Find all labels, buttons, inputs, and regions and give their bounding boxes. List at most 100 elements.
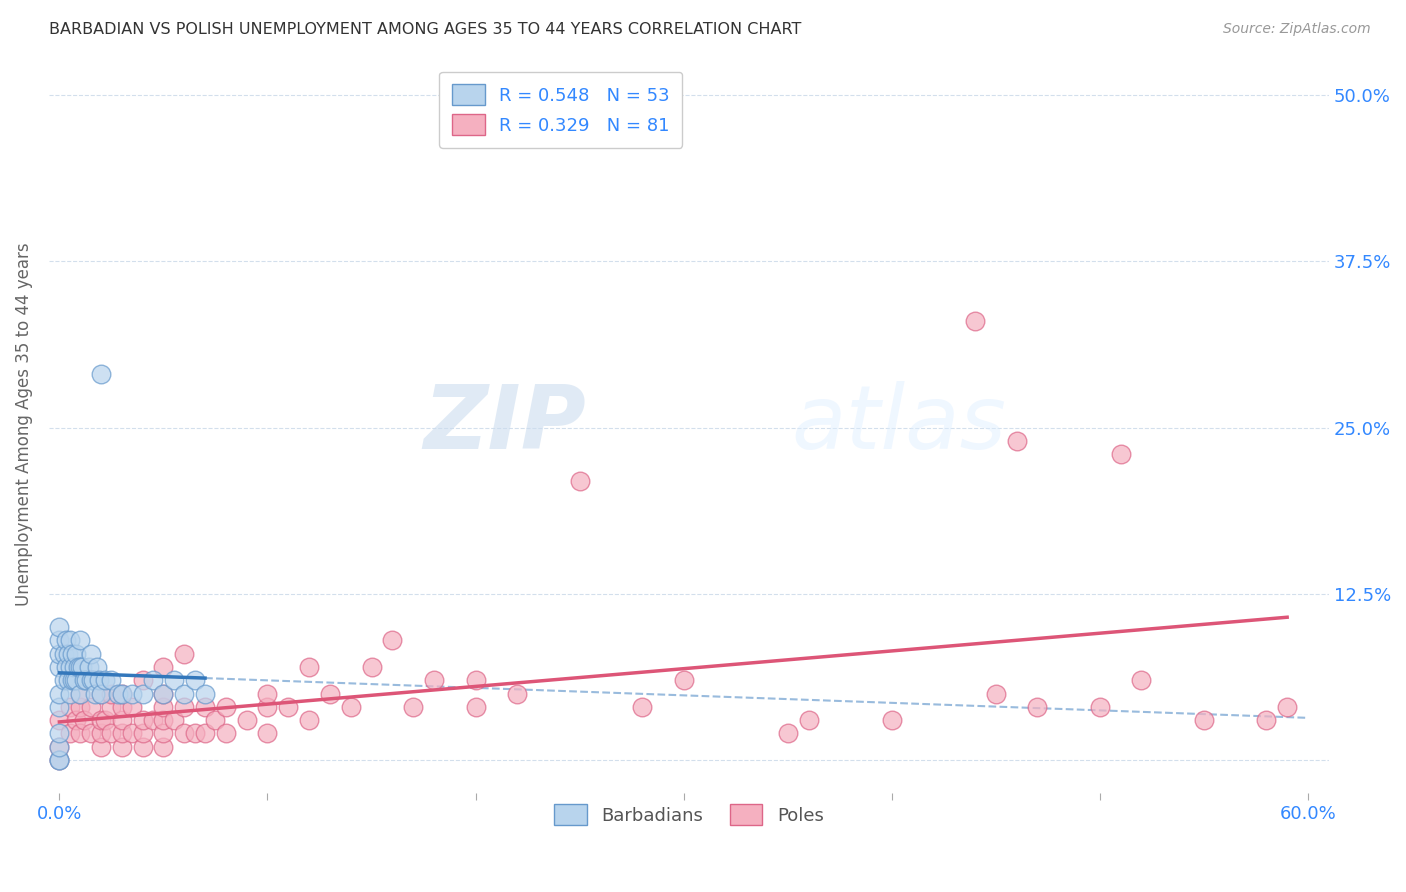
Text: BARBADIAN VS POLISH UNEMPLOYMENT AMONG AGES 35 TO 44 YEARS CORRELATION CHART: BARBADIAN VS POLISH UNEMPLOYMENT AMONG A… [49,22,801,37]
Point [48,687,70,701]
Point [963,314,986,328]
Point [1130,673,1153,688]
Point [60,673,83,688]
Point [1088,699,1111,714]
Point [79,647,101,661]
Point [55,660,77,674]
Point [173,699,195,714]
Point [215,726,238,740]
Point [90,687,112,701]
Point [63,660,86,674]
Point [79,726,101,740]
Point [131,739,153,754]
Point [82,673,104,688]
Point [984,687,1007,701]
Point [100,726,122,740]
Point [215,699,238,714]
Point [194,699,217,714]
Point [65,713,87,727]
Point [69,726,91,740]
Point [60,647,83,661]
Point [48,726,70,740]
Point [152,699,174,714]
Point [631,699,654,714]
Point [69,687,91,701]
Point [1109,447,1132,461]
Point [880,713,903,727]
Point [256,726,278,740]
Point [79,699,101,714]
Point [163,673,186,688]
Point [1026,699,1049,714]
Point [319,687,342,701]
Text: atlas: atlas [792,381,1007,467]
Point [52,647,75,661]
Point [94,673,117,688]
Point [131,673,153,688]
Point [1275,699,1298,714]
Point [90,368,112,382]
Point [277,699,299,714]
Point [776,726,799,740]
Point [402,699,425,714]
Point [107,687,129,701]
Point [48,753,70,767]
Y-axis label: Unemployment Among Ages 35 to 44 years: Unemployment Among Ages 35 to 44 years [15,243,32,606]
Point [63,673,86,688]
Point [173,726,195,740]
Point [48,713,70,727]
Legend: Barbadians, Poles: Barbadians, Poles [543,794,835,836]
Point [256,699,278,714]
Point [173,647,195,661]
Point [152,726,174,740]
Point [100,673,122,688]
Point [65,647,87,661]
Point [142,713,165,727]
Point [69,660,91,674]
Point [48,647,70,661]
Point [59,687,82,701]
Point [339,699,361,714]
Point [131,713,153,727]
Point [48,753,70,767]
Point [194,687,217,701]
Point [100,687,122,701]
Point [142,673,165,688]
Point [111,687,134,701]
Point [152,713,174,727]
Point [59,660,82,674]
Point [111,699,134,714]
Point [75,673,97,688]
Point [121,699,143,714]
Point [56,673,79,688]
Point [52,673,75,688]
Point [100,699,122,714]
Point [83,687,105,701]
Point [183,726,205,740]
Point [90,726,112,740]
Point [48,620,70,634]
Point [298,660,321,674]
Point [90,713,112,727]
Point [1256,713,1278,727]
Point [55,633,77,648]
Point [672,673,695,688]
Point [67,660,90,674]
Point [121,687,143,701]
Point [69,633,91,648]
Point [69,699,91,714]
Point [48,739,70,754]
Point [86,660,108,674]
Point [152,660,174,674]
Point [59,699,82,714]
Point [56,647,79,661]
Point [173,687,195,701]
Point [163,713,186,727]
Point [194,726,217,740]
Point [568,474,591,488]
Point [79,673,101,688]
Point [121,726,143,740]
Point [152,687,174,701]
Point [73,713,96,727]
Point [73,673,96,688]
